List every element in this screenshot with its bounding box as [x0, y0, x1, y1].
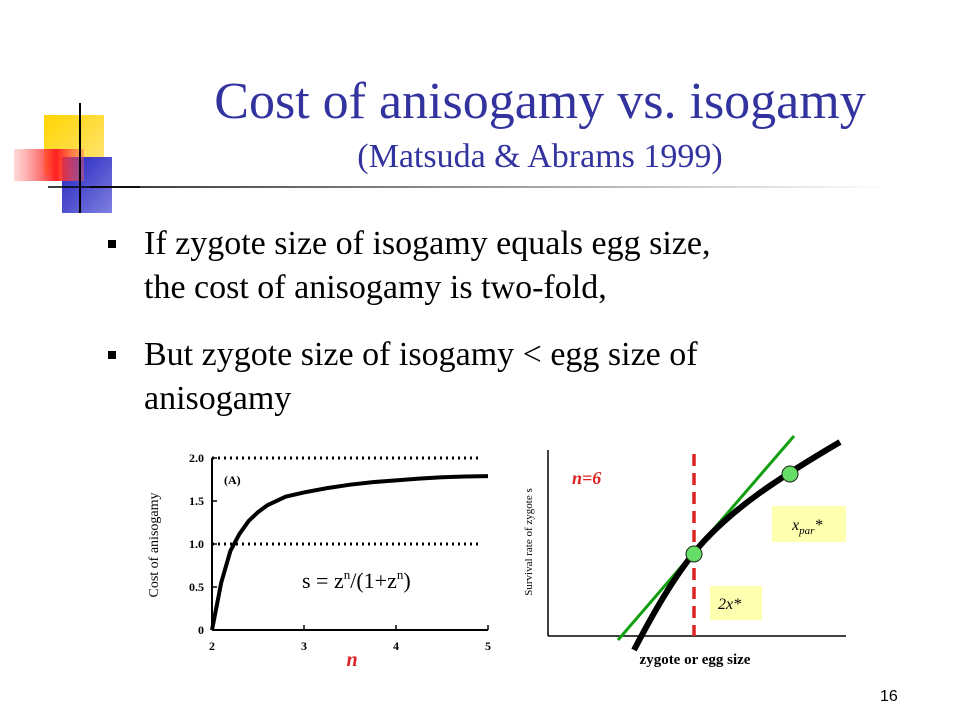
- chart-a-ylabel: Cost of anisogamy: [147, 493, 162, 598]
- slide-corner-decoration: [14, 103, 140, 213]
- par-label-box: [772, 506, 846, 542]
- x-tick-label: 5: [485, 639, 491, 653]
- x-tick-label: 4: [393, 639, 399, 653]
- formula-label: s = zn/(1+zn): [302, 567, 411, 593]
- bullet-marker: [108, 351, 116, 359]
- x-tick-label: 3: [301, 639, 307, 653]
- iso-point-label: 2x*: [718, 596, 741, 613]
- chart-b-ylabel: Survival rate of zygote s: [523, 488, 535, 596]
- bullet-line: If zygote size of isogamy equals egg siz…: [144, 225, 711, 262]
- y-tick-label: 0: [198, 623, 204, 637]
- survival-rate-chart: n=6 Survival rate of zygote s zygote or …: [523, 435, 846, 668]
- x-tick-label: 2: [209, 639, 215, 653]
- cost-of-anisogamy-chart: 2 3 4 500.51.01.52.0 (A) Cost of anisogamy …: [147, 451, 491, 671]
- n-annotation: n=6: [572, 468, 601, 488]
- page-number: 16: [880, 688, 898, 705]
- isogamy-point: [685, 545, 703, 563]
- chart-a-xlabel: n: [346, 649, 357, 671]
- parthenogenesis-point: [781, 465, 799, 483]
- panel-label: (A): [224, 473, 241, 487]
- bullet-line: But zygote size of isogamy < egg size of: [144, 336, 698, 373]
- bullet-line: anisogamy: [144, 380, 292, 417]
- par-point-label: xpar*: [791, 517, 822, 537]
- chart-b-xlabel: zygote or egg size: [640, 652, 751, 668]
- iso-label-box: [710, 586, 762, 620]
- slide-title: Cost of anisogamy vs. isogamy: [214, 73, 866, 130]
- y-tick-label: 2.0: [189, 451, 204, 465]
- bullet-line: the cost of anisogamy is two-fold,: [144, 269, 607, 306]
- bullet-marker: [108, 240, 116, 248]
- y-tick-label: 1.0: [189, 537, 204, 551]
- slide-subtitle: (Matsuda & Abrams 1999): [357, 138, 723, 175]
- cost-curve: [210, 474, 489, 631]
- y-tick-label: 0.5: [189, 580, 204, 594]
- title-divider: [90, 186, 890, 188]
- y-tick-label: 1.5: [189, 494, 204, 508]
